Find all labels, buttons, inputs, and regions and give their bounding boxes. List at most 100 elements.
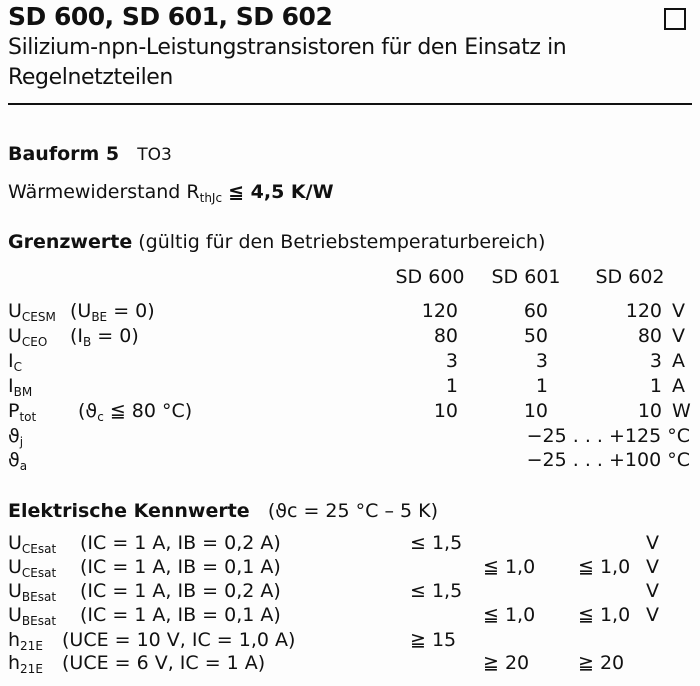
condition-rest: ≦ 80 °C) (103, 400, 193, 422)
unit: W (672, 400, 691, 422)
value-sd602: ≦ 1,0 (578, 604, 631, 626)
unit: A (672, 375, 685, 397)
value-sd601: 60 (523, 300, 548, 322)
symbol-subscript: CEsat (21, 542, 57, 556)
symbol: U (8, 325, 22, 347)
parameter-symbol: ϑj (8, 425, 24, 449)
value-sd600: 80 (433, 325, 458, 347)
value-sd601: 10 (523, 400, 548, 422)
symbol-subscript: C (13, 360, 22, 374)
parameter-condition: (IC = 1 A, IB = 0,2 A) (80, 580, 281, 602)
parameter-condition: (IC = 1 A, IB = 0,1 A) (80, 556, 281, 578)
value-sd601: 50 (523, 325, 548, 347)
column-header: SD 602 (595, 266, 665, 288)
unit: V (646, 604, 659, 626)
thermal-label: Wärmewiderstand (8, 181, 181, 203)
symbol: ϑ (8, 449, 20, 471)
thermal-value: ≦ 4,5 K/W (228, 181, 334, 203)
grenzwerte-heading: Grenzwerte (gültig für den Betriebstempe… (8, 231, 545, 253)
value-sd602: 3 (649, 350, 662, 372)
symbol: U (8, 556, 22, 578)
symbol-subscript: a (19, 459, 28, 473)
unit: V (672, 325, 685, 347)
parameter-symbol: h21E (8, 652, 43, 676)
parameter-condition: (IC = 1 A, IB = 0,2 A) (80, 532, 281, 554)
value-sd601: ≦ 1,0 (483, 604, 536, 626)
unit: A (672, 350, 685, 372)
range-value: −25 . . . +100 °C (526, 449, 690, 471)
symbol-subscript: tot (19, 410, 37, 424)
thermal-symbol: R (186, 181, 200, 203)
parameter-symbol: ϑa (8, 449, 28, 473)
symbol: I (8, 375, 14, 397)
parameter-condition: (UCE = 6 V, IC = 1 A) (62, 652, 266, 674)
symbol: ϑ (8, 425, 20, 447)
condition-subscript: BE (91, 310, 108, 324)
condition: (I (70, 325, 84, 347)
value-sd601: 1 (535, 375, 548, 397)
symbol: U (8, 580, 22, 602)
unit: V (646, 556, 659, 578)
condition-rest: = 0) (107, 300, 155, 322)
grenzwerte-title: Grenzwerte (8, 231, 133, 253)
thermal-symbol-sub: thJc (199, 191, 223, 205)
parameter-condition: (ϑc ≦ 80 °C) (78, 400, 193, 423)
symbol-subscript: j (19, 435, 24, 449)
symbol: U (8, 532, 22, 554)
value-sd601: ≧ 20 (483, 652, 530, 674)
symbol-subscript: CESM (21, 310, 56, 324)
value-sd601: 3 (535, 350, 548, 372)
grenzwerte-note: (gültig für den Betriebstemperaturbereic… (138, 231, 546, 253)
parameter-symbol: UBEsat (8, 580, 57, 604)
value-sd600: 3 (445, 350, 458, 372)
kennwerte-heading: Elektrische Kennwerte (ϑc = 25 °C – 5 K) (8, 500, 438, 522)
symbol-subscript: BEsat (21, 614, 57, 628)
unit: V (646, 532, 659, 554)
value-sd602: ≧ 20 (578, 652, 625, 674)
range-value: −25 . . . +125 °C (526, 425, 690, 447)
kennwerte-title: Elektrische Kennwerte (8, 500, 250, 522)
column-header: SD 600 (395, 266, 465, 288)
bauform-label: Bauform 5 (8, 143, 120, 165)
parameter-condition: (IC = 1 A, IB = 0,1 A) (80, 604, 281, 626)
value-sd600: ≤ 1,5 (410, 580, 463, 602)
checkbox-square-icon (664, 8, 686, 30)
bauform-package: TO3 (137, 145, 172, 165)
symbol-subscript: 21E (20, 662, 43, 676)
condition-subscript: B (83, 335, 92, 349)
symbol-subscript: BEsat (21, 590, 57, 604)
value-sd602: 80 (637, 325, 662, 347)
value-sd600: 1 (445, 375, 458, 397)
parameter-symbol: UCEO (8, 325, 47, 348)
unit: V (646, 580, 659, 602)
parameter-symbol: UBEsat (8, 604, 57, 628)
parameter-symbol: Ptot (8, 400, 37, 424)
condition-rest: = 0) (91, 325, 139, 347)
bauform: Bauform 5 TO3 (8, 143, 172, 166)
parameter-symbol: h21E (8, 629, 43, 652)
parameter-symbol: IC (8, 350, 22, 374)
value-sd600: 10 (433, 400, 458, 422)
page-title: SD 600, SD 601, SD 602 (8, 2, 333, 31)
subtitle-line-2: Regelnetzteilen (8, 65, 173, 90)
symbol: h (8, 652, 21, 674)
parameter-symbol: UCEsat (8, 532, 57, 556)
parameter-condition: (UCE = 10 V, IC = 1,0 A) (62, 629, 296, 651)
symbol: I (8, 350, 14, 372)
kennwerte-note: (ϑc = 25 °C – 5 K) (267, 500, 438, 522)
subtitle-line-1: Silizium-npn-Leistungstransistoren für d… (8, 35, 567, 60)
value-sd602: 10 (637, 400, 662, 422)
parameter-symbol: UCESM (8, 300, 56, 324)
symbol: P (8, 400, 20, 422)
value-sd602: 1 (649, 375, 662, 397)
condition: (U (70, 300, 92, 322)
symbol-subscript: BM (13, 385, 33, 399)
parameter-symbol: UCEsat (8, 556, 56, 579)
unit: V (672, 300, 685, 322)
symbol: h (8, 629, 21, 651)
condition: (ϑ (78, 400, 98, 422)
parameter-condition: (IB = 0) (70, 325, 139, 349)
value-sd602: 120 (625, 300, 662, 322)
parameter-condition: (UBE = 0) (70, 300, 155, 324)
